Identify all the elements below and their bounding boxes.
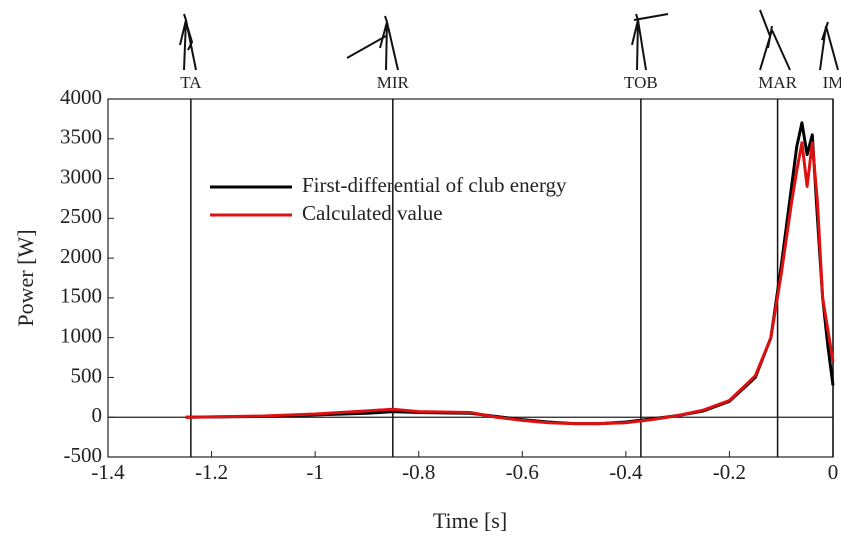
- y-axis-title: Power [W]: [13, 229, 38, 326]
- x-tick-label: 0: [828, 460, 839, 484]
- event-label: MAR: [758, 73, 797, 92]
- y-tick-label: 0: [92, 403, 103, 427]
- x-tick-label: -1.4: [91, 460, 125, 484]
- x-tick-label: -0.6: [506, 460, 539, 484]
- x-tick-label: -0.8: [402, 460, 435, 484]
- y-tick-label: -500: [64, 443, 103, 467]
- x-tick-label: -1.2: [195, 460, 228, 484]
- y-tick-label: 4000: [60, 85, 102, 109]
- y-tick-label: 1000: [60, 323, 102, 347]
- x-axis-title: Time [s]: [433, 508, 507, 533]
- y-tick-label: 2500: [60, 204, 102, 228]
- data-line: [185, 141, 835, 426]
- legend-label: Calculated value: [302, 201, 443, 225]
- y-tick-label: 500: [71, 363, 103, 387]
- pose-icons: [179, 9, 839, 71]
- event-label: TA: [180, 73, 202, 92]
- y-tick-label: 3000: [60, 164, 102, 188]
- x-tick-label: -0.2: [713, 460, 746, 484]
- y-tick-label: 2000: [60, 244, 102, 268]
- legend-label: First-differential of club energy: [302, 173, 567, 197]
- y-tick-label: 1500: [60, 284, 102, 308]
- x-tick-label: -1: [306, 460, 324, 484]
- x-tick-label: -0.4: [609, 460, 643, 484]
- event-label: MIR: [377, 73, 410, 92]
- data-line: [185, 121, 835, 426]
- event-label: IM: [823, 73, 841, 92]
- y-tick-label: 3500: [60, 125, 102, 149]
- event-label: TOB: [624, 73, 658, 92]
